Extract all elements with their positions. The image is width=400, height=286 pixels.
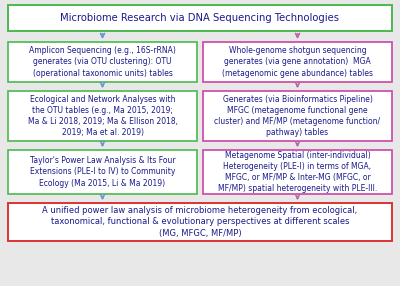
Text: Taylor's Power Law Analysis & Its Four
Extensions (PLE-I to IV) to Community
Eco: Taylor's Power Law Analysis & Its Four E… [30,156,175,188]
Text: Microbiome Research via DNA Sequencing Technologies: Microbiome Research via DNA Sequencing T… [60,13,340,23]
FancyBboxPatch shape [8,91,197,141]
Text: Generates (via Bioinformatics Pipeline)
MFGC (metagenome functional gene
cluster: Generates (via Bioinformatics Pipeline) … [214,95,380,137]
Text: Whole-genome shotgun sequencing
generates (via gene annotation)  MGA
(metagenomi: Whole-genome shotgun sequencing generate… [222,46,373,78]
FancyBboxPatch shape [203,150,392,194]
FancyBboxPatch shape [8,150,197,194]
FancyBboxPatch shape [8,42,197,82]
FancyBboxPatch shape [203,42,392,82]
FancyBboxPatch shape [203,91,392,141]
FancyBboxPatch shape [8,5,392,31]
Text: Amplicon Sequencing (e.g., 16S-rRNA)
generates (via OTU clustering): OTU
(operat: Amplicon Sequencing (e.g., 16S-rRNA) gen… [29,46,176,78]
Text: Ecological and Network Analyses with
the OTU tables (e.g., Ma 2015, 2019;
Ma & L: Ecological and Network Analyses with the… [28,95,178,137]
Text: Metagenome Spatial (inter-individual)
Heterogeneity (PLE-I) in terms of MGA,
MFG: Metagenome Spatial (inter-individual) He… [218,151,377,193]
FancyBboxPatch shape [8,203,392,241]
Text: A unified power law analysis of microbiome heterogeneity from ecological,
taxono: A unified power law analysis of microbio… [42,206,358,238]
